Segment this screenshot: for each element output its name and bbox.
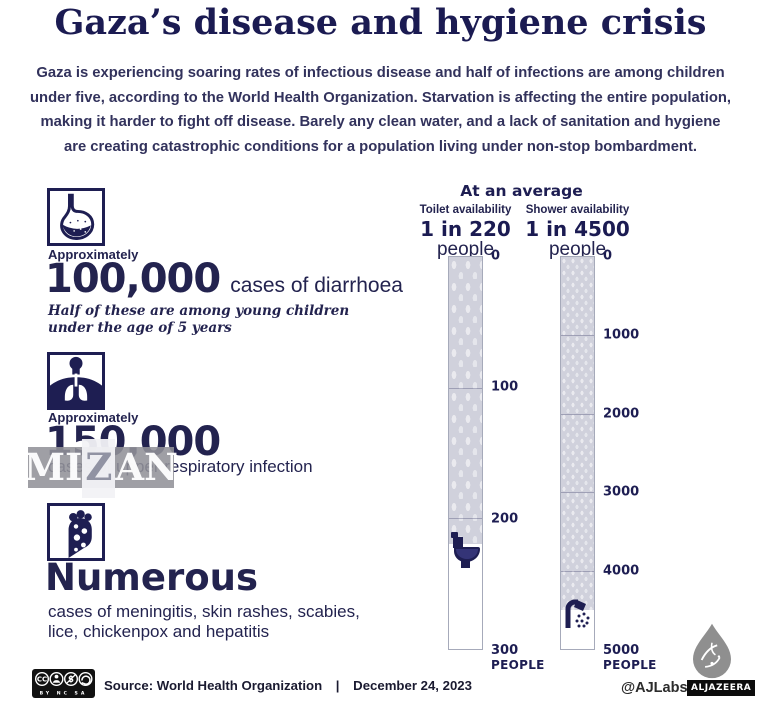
- intro-text: Gaza is experiencing soaring rates of in…: [30, 65, 732, 155]
- toilet-bar: [448, 256, 483, 650]
- axis-tick-label: 0: [491, 248, 501, 264]
- stat-qualifier: Approximately: [48, 410, 139, 425]
- axis-gridline: [561, 335, 594, 337]
- aljazeera-logo-icon: [686, 622, 738, 679]
- axis-gridline: [561, 492, 594, 494]
- source-name: World Health Organization: [156, 678, 323, 693]
- axis-tick-label: 1000: [603, 327, 640, 343]
- divider: |: [335, 678, 340, 693]
- toilet-icon: [450, 530, 482, 569]
- credit-handle: @AJLabs: [621, 680, 688, 696]
- chart-title: At an average: [460, 182, 583, 200]
- axis-tick-label: 0: [603, 248, 613, 264]
- axis-gridline: [561, 413, 594, 415]
- axis-tick-label: 3000: [603, 484, 640, 500]
- stat-value: 100,000: [45, 256, 221, 302]
- axis-gridline: [561, 570, 594, 572]
- lungs-icon: [47, 352, 105, 410]
- axis-tick-label: 2000: [603, 406, 640, 422]
- stat-label: cases of diarrhoea: [230, 274, 403, 297]
- column-unit: people: [436, 239, 495, 260]
- watermark: MIZAN: [24, 439, 178, 498]
- svg-text:$: $: [68, 675, 74, 685]
- column-label: Shower availability: [525, 204, 630, 216]
- shower-bar: [560, 256, 595, 650]
- license-labels: BY NC SA: [40, 691, 88, 697]
- stat-diarrhoea: 100,000 cases of diarrhoea: [45, 256, 403, 302]
- stat-note: Half of these are among young children u…: [48, 303, 350, 336]
- stat-qualifier: Approximately: [48, 247, 139, 262]
- axis-tick-label: 4000: [603, 563, 640, 579]
- shower-icon: [564, 599, 592, 629]
- axis-gridline: [449, 518, 482, 520]
- axis-tick-label: 5000 PEOPLE: [603, 643, 657, 672]
- axis-tick-label: 100: [491, 379, 519, 395]
- date: December 24, 2023: [353, 678, 472, 693]
- rash-arm-icon: [47, 503, 105, 561]
- column-label: Toilet availability: [419, 204, 512, 216]
- cc-glyph: CC: [37, 676, 47, 684]
- stomach-icon: [47, 188, 105, 246]
- axis-unit-label: PEOPLE: [491, 658, 545, 672]
- column-unit: people: [548, 239, 607, 260]
- toilet-axis: 0 100 200 300 PEOPLE: [491, 249, 571, 673]
- cc-license-badge: CC $ BY NC SA: [32, 669, 95, 698]
- source-line: Source: World Health Organization | Dece…: [104, 678, 472, 693]
- shower-axis: 0 1000 2000 3000 4000 5000 PEOPLE: [603, 249, 683, 673]
- page-title: Gaza’s disease and hygiene crisis: [54, 2, 707, 43]
- axis-unit-label: PEOPLE: [603, 658, 657, 672]
- stat-label: cases of meningitis, skin rashes, scabie…: [48, 602, 360, 641]
- source-prefix: Source:: [104, 678, 154, 693]
- watermark-text: MIZAN: [24, 439, 178, 498]
- toilet-bar-fill: [449, 257, 482, 545]
- column-ratio: 1 in 4500: [525, 217, 630, 241]
- shower-bar-fill: [561, 257, 594, 610]
- axis-tick-label: 300 PEOPLE: [491, 643, 545, 672]
- column-ratio: 1 in 220: [420, 217, 511, 241]
- aljazeera-wordmark: ALJAZEERA: [687, 680, 756, 696]
- toilet-availability-column: Toilet availability 1 in 220 people 0 100…: [404, 204, 574, 704]
- column-header: Toilet availability 1 in 220 people: [404, 204, 527, 261]
- stat-value: Numerous: [45, 556, 258, 599]
- axis-tick-label: 200: [491, 511, 519, 527]
- column-header: Shower availability 1 in 4500 people: [516, 204, 639, 261]
- shower-availability-column: Shower availability 1 in 4500 people 0 10…: [516, 204, 686, 704]
- axis-gridline: [449, 387, 482, 389]
